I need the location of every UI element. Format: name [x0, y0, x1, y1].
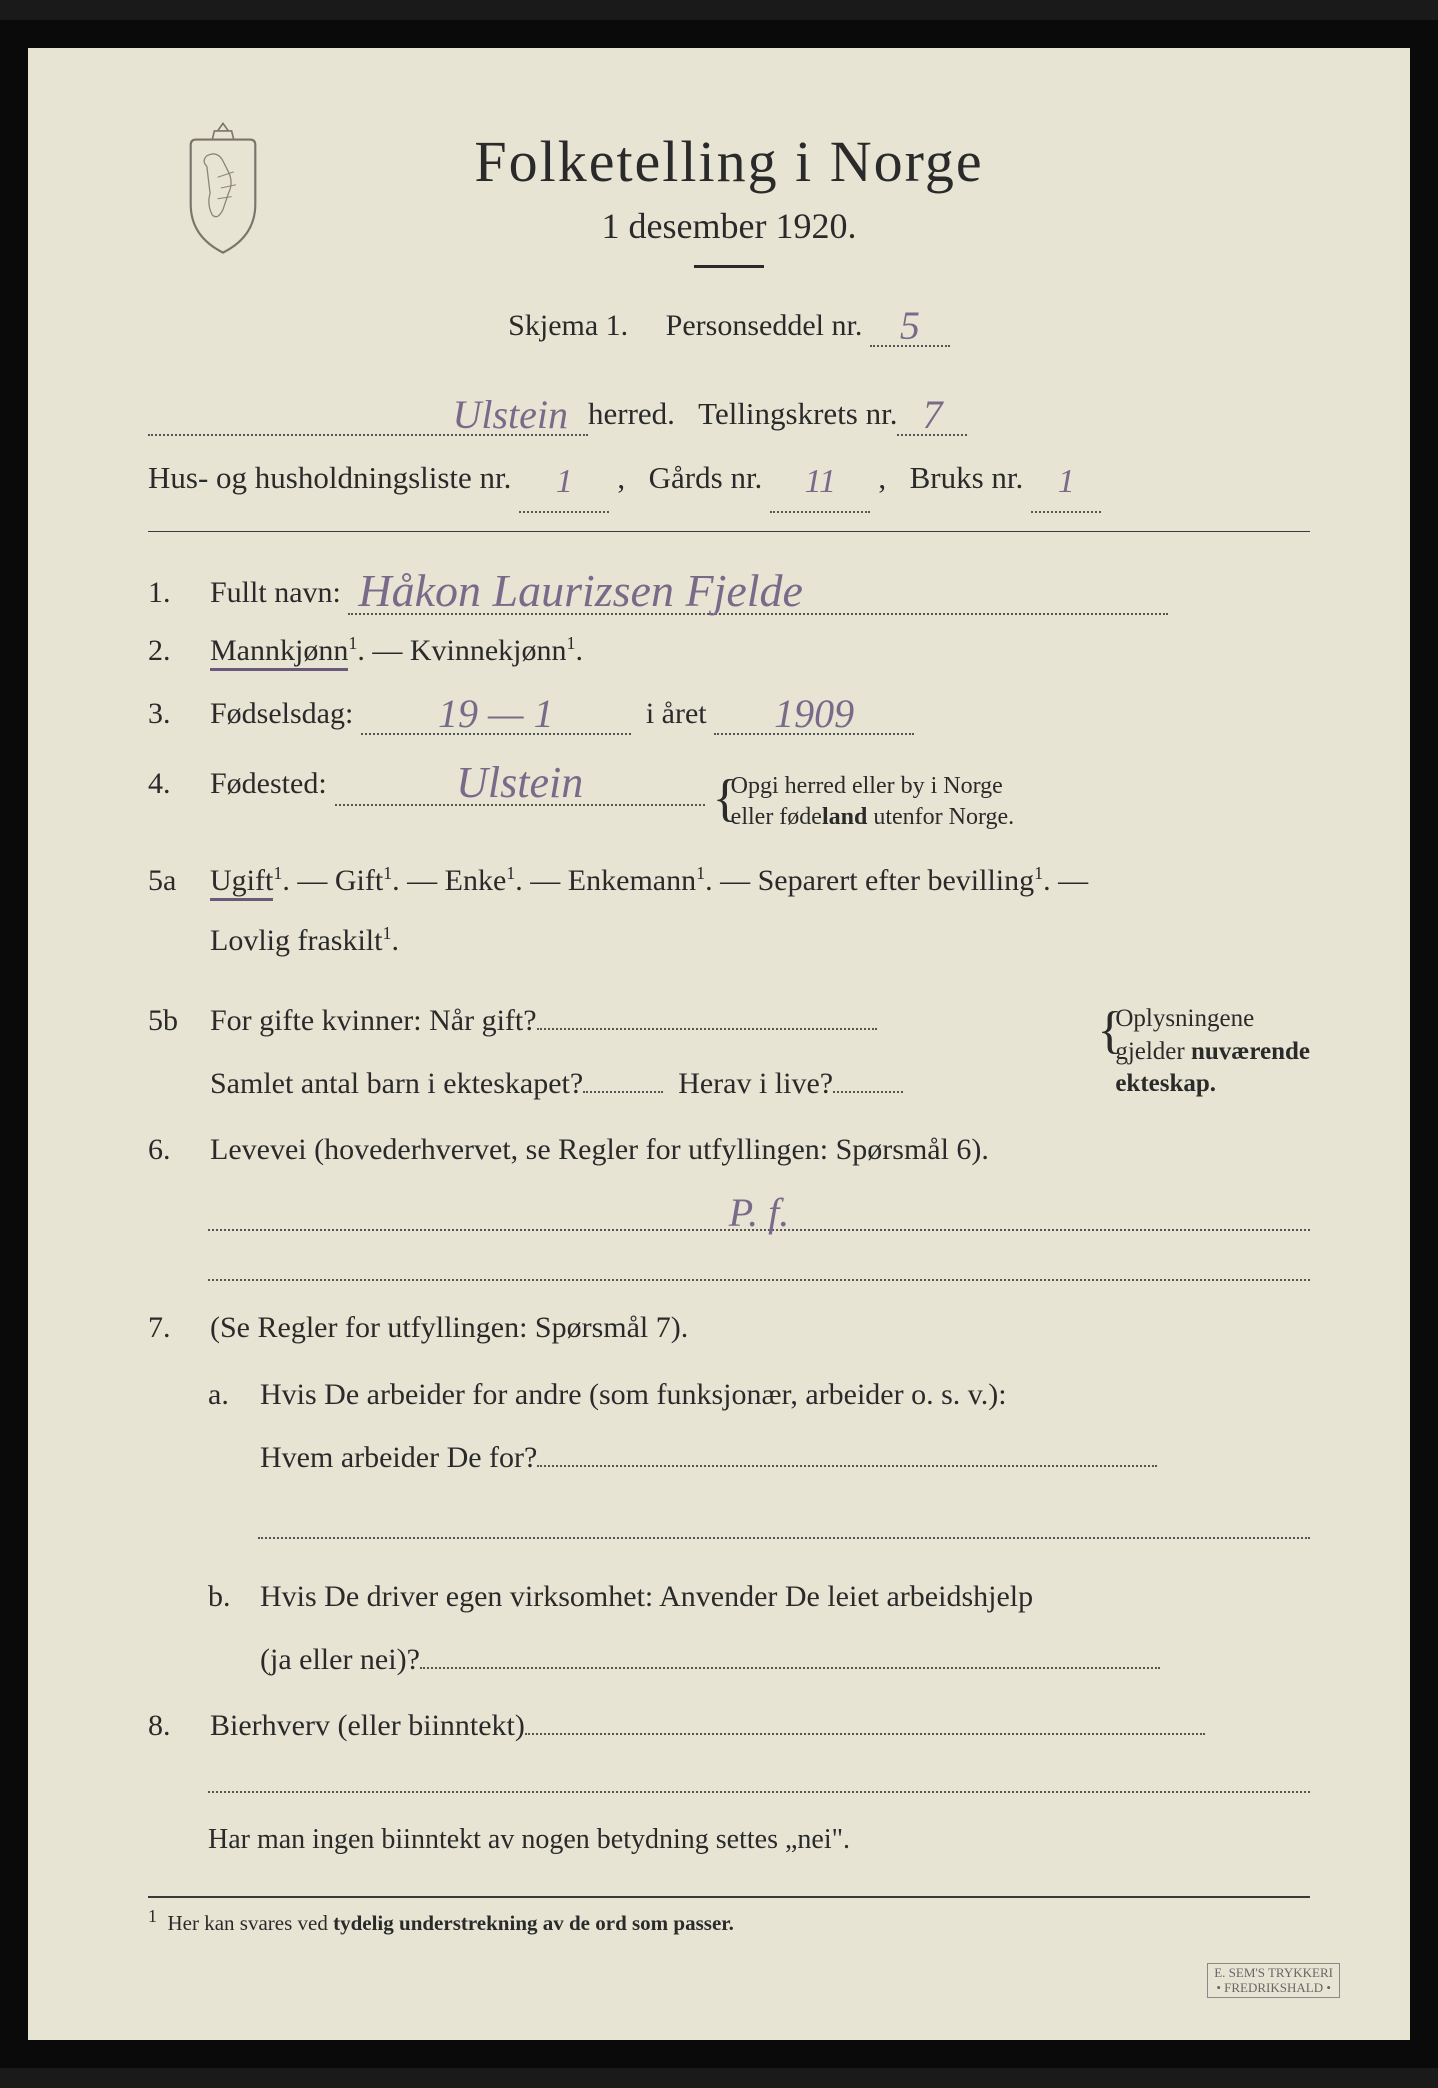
herred-line: Ulstein herred. Tellingskrets nr. 7 — [148, 387, 1310, 436]
q5b-label1: For gifte kvinner: Når gift? — [210, 1004, 537, 1037]
q1-label: Fullt navn: — [210, 576, 341, 609]
q5a-enkemann: Enkemann — [568, 864, 696, 897]
q5a-separert: Separert efter bevilling — [758, 864, 1035, 897]
gards-nr: 11 — [805, 463, 836, 500]
q5a-enke: Enke — [445, 864, 507, 897]
q3: 3. Fødselsdag: 19 — 1 i året 1909 — [148, 686, 1310, 735]
q4-num: 4. — [148, 767, 198, 801]
q5b-note2: gjelder nuværende — [1115, 1038, 1310, 1065]
q7b: b. Hvis De driver egen virksomhet: Anven… — [148, 1565, 1310, 1691]
q7b-text2: (ja eller nei)? — [260, 1643, 420, 1676]
q6-fill: P. f. — [148, 1185, 1310, 1231]
q5a-fraskilt: Lovlig fraskilt — [210, 924, 382, 957]
subtitle: 1 desember 1920. — [148, 205, 1310, 247]
q6-fill2 — [208, 1251, 1310, 1281]
personseddel-label: Personseddel nr. — [666, 309, 863, 342]
q5b-label2: Samlet antal barn i ekteskapet? — [210, 1067, 583, 1100]
q5b-num: 5b — [148, 1004, 198, 1038]
header: Folketelling i Norge 1 desember 1920. Sk… — [148, 128, 1310, 347]
personseddel-nr: 5 — [900, 303, 920, 348]
q3-label: Fødselsdag: — [210, 697, 353, 730]
q7a-label: a. — [208, 1378, 248, 1412]
title: Folketelling i Norge — [148, 128, 1310, 195]
q5a-gift: Gift — [335, 864, 383, 897]
q4-note1: Opgi herred eller by i Norge — [731, 773, 1003, 799]
q7a-fill — [258, 1509, 1310, 1539]
q5b-note1: Oplysningene — [1115, 1005, 1254, 1032]
tellingskrets-nr: 7 — [922, 392, 942, 437]
q6: 6. Levevei (hovederhvervet, se Regler fo… — [148, 1133, 1310, 1167]
separator — [148, 531, 1310, 532]
footnote: 1 Her kan svares ved tydelig understrekn… — [148, 1896, 1310, 1936]
hus-nr: 1 — [556, 463, 573, 500]
q3-num: 3. — [148, 697, 198, 731]
hus-label: Hus- og husholdningsliste nr. — [148, 449, 511, 508]
q2-num: 2. — [148, 634, 198, 668]
footnote-text: Her kan svares ved tydelig understreknin… — [168, 1911, 734, 1935]
q5b-label3: Herav i live? — [678, 1067, 833, 1100]
q5a: 5a Ugift1. — Gift1. — Enke1. — Enkemann1… — [148, 851, 1310, 971]
bruks-label: Bruks nr. — [910, 449, 1024, 508]
q1: 1. Fullt navn: Håkon Laurizsen Fjelde — [148, 560, 1310, 615]
note-bottom: Har man ingen biinntekt av nogen betydni… — [148, 1813, 1310, 1866]
q7a-text1: Hvis De arbeider for andre (som funksjon… — [260, 1378, 1007, 1411]
q7a: a. Hvis De arbeider for andre (som funks… — [148, 1363, 1310, 1489]
bruks-nr: 1 — [1058, 463, 1075, 500]
q4-note: Opgi herred eller by i Norge eller fødel… — [713, 771, 1015, 833]
skjema-line: Skjema 1. Personseddel nr. 5 — [148, 298, 1310, 347]
q3-year-label: i året — [646, 697, 707, 730]
census-form-page: Folketelling i Norge 1 desember 1920. Sk… — [0, 20, 1438, 2068]
q1-num: 1. — [148, 576, 198, 610]
q2-mann: Mannkjønn — [210, 634, 348, 671]
skjema-label: Skjema 1. — [508, 309, 628, 342]
q3-year: 1909 — [774, 691, 854, 736]
stamp-line2: • FREDRIKSHALD • — [1216, 1980, 1331, 1995]
footnote-sup: 1 — [148, 1906, 157, 1926]
herred-label: herred. — [588, 396, 675, 432]
divider — [694, 265, 764, 268]
q7b-text1: Hvis De driver egen virksomhet: Anvender… — [260, 1580, 1033, 1613]
q8-num: 8. — [148, 1709, 198, 1743]
q7-num: 7. — [148, 1311, 198, 1345]
q4-note2: eller fødeland utenfor Norge. — [731, 804, 1015, 830]
q4-value: Ulstein — [456, 758, 583, 807]
q5b-note: Oplysningene gjelder nuværende ekteskap. — [1097, 1003, 1310, 1101]
q2-kvinne: Kvinnekjønn — [410, 634, 567, 667]
q5a-ugift: Ugift — [210, 864, 273, 901]
stamp-line1: E. SEM'S TRYKKERI — [1214, 1965, 1333, 1980]
q8: 8. Bierhverv (eller biinntekt) — [148, 1709, 1310, 1743]
q5a-num: 5a — [148, 864, 198, 898]
q2: 2. Mannkjønn1. — Kvinnekjønn1. — [148, 633, 1310, 668]
q1-value: Håkon Laurizsen Fjelde — [358, 565, 803, 616]
q6-value: P. f. — [729, 1190, 789, 1235]
tellingskrets-label: Tellingskrets nr. — [698, 396, 897, 432]
q4: 4. Fødested: Ulstein Opgi herred eller b… — [148, 753, 1310, 833]
hus-line: Hus- og husholdningsliste nr. 1, Gårds n… — [148, 446, 1310, 513]
q7: 7. (Se Regler for utfyllingen: Spørsmål … — [148, 1311, 1310, 1345]
q7-label: (Se Regler for utfyllingen: Spørsmål 7). — [210, 1311, 688, 1344]
q7b-label: b. — [208, 1580, 248, 1614]
q7a-text2: Hvem arbeider De for? — [260, 1441, 537, 1474]
q8-label: Bierhverv (eller biinntekt) — [210, 1709, 525, 1742]
q5b-note3: ekteskap. — [1115, 1070, 1216, 1097]
q6-label: Levevei (hovederhvervet, se Regler for u… — [210, 1133, 989, 1166]
q4-label: Fødested: — [210, 767, 327, 801]
herred-value: Ulstein — [452, 392, 568, 437]
q5b: 5b For gifte kvinner: Når gift? Samlet a… — [148, 989, 1310, 1115]
q3-day: 19 — 1 — [438, 691, 554, 736]
coat-of-arms-icon — [168, 118, 278, 258]
gards-label: Gårds nr. — [649, 449, 763, 508]
q6-num: 6. — [148, 1133, 198, 1167]
printer-stamp: E. SEM'S TRYKKERI • FREDRIKSHALD • — [1207, 1963, 1340, 1998]
q8-fill — [208, 1763, 1310, 1793]
